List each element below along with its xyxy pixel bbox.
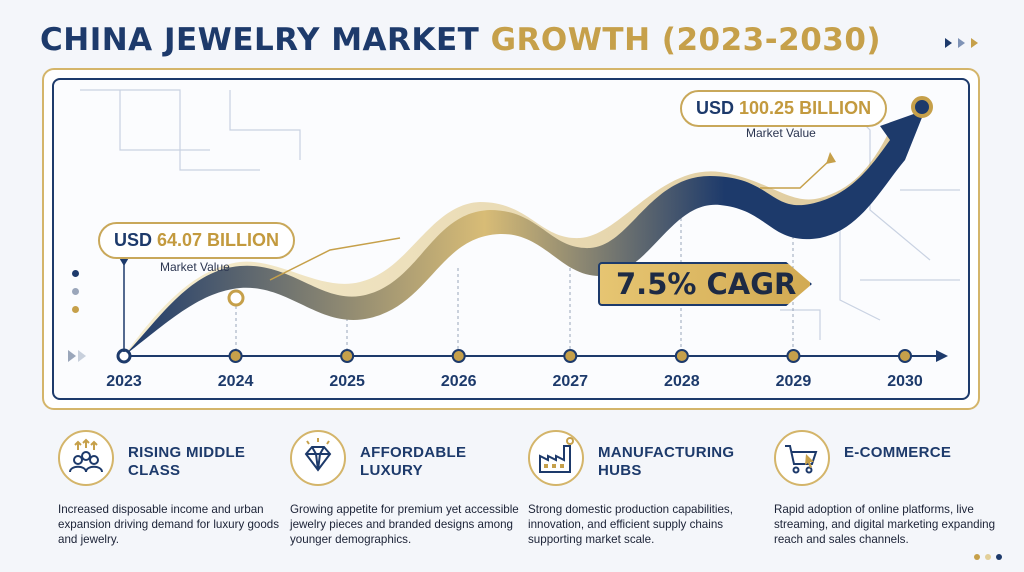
driver-text: Growing appetite for premium yet accessi… (290, 503, 519, 546)
driver-title: RISING MIDDLE CLASS (128, 444, 246, 479)
x-tick-label-2025: 2025 (329, 373, 365, 390)
factory-icon (528, 430, 584, 486)
end-sub-label: Market Value (746, 126, 816, 140)
side-dots-decoration (72, 270, 79, 313)
x-tick-label-2029: 2029 (776, 373, 812, 390)
x-tick-label-2027: 2027 (552, 373, 588, 390)
axis-start-arrow-icon-2 (78, 350, 86, 362)
start-prefix: USD (114, 230, 158, 250)
axis-tick-2029 (786, 349, 801, 363)
end-prefix: USD (696, 98, 740, 118)
x-tick-label-2026: 2026 (441, 373, 477, 390)
x-tick-label-2030: 2030 (887, 373, 923, 390)
axis-tick-2025 (340, 349, 355, 363)
page-title: CHINA JEWELRY MARKET GROWTH (2023-2030) (40, 22, 881, 58)
x-axis-arrow-icon (936, 350, 948, 362)
corner-arrows-icon (945, 38, 978, 48)
bottom-dots-decoration (974, 554, 1002, 560)
driver-title: E-COMMERCE (844, 444, 952, 461)
driver-text: Increased disposable income and urban ex… (58, 503, 280, 546)
title-part-1: CHINA JEWELRY MARKET (40, 22, 491, 58)
start-value-callout: USD 64.07 BILLION (98, 222, 296, 259)
start-leader-line (269, 237, 401, 281)
axis-tick-2027 (563, 349, 578, 363)
shopping-cart-icon (774, 430, 830, 486)
growth-ribbon (124, 110, 925, 356)
axis-tick-2030 (898, 349, 912, 363)
people-growth-icon (58, 430, 114, 486)
end-value-callout: USD 100.25 BILLION (680, 90, 888, 127)
axis-tick-2026 (451, 349, 466, 363)
start-point-marker (227, 289, 245, 307)
start-sub-label: Market Value (160, 260, 230, 274)
driver-text: Strong domestic production capabilities,… (528, 503, 733, 546)
end-leader-line (760, 159, 831, 189)
driver-title: AFFORDABLE LUXURY (360, 444, 467, 479)
axis-tick-2024 (228, 349, 243, 363)
x-tick-label-2028: 2028 (664, 373, 700, 390)
driver-text: Rapid adoption of online platforms, live… (774, 503, 996, 546)
end-point-marker (911, 96, 933, 118)
diamond-icon (290, 430, 346, 486)
end-leader-arrow-icon (826, 152, 836, 164)
x-tick-label-2023: 2023 (106, 373, 142, 390)
axis-start-arrow-icon (68, 350, 76, 362)
title-part-2: GROWTH (2023-2030) (490, 22, 882, 58)
start-value: 64.07 BILLION (157, 230, 280, 250)
x-tick-label-2024: 2024 (218, 373, 254, 390)
end-value: 100.25 BILLION (739, 98, 872, 118)
cagr-badge: 7.5% CAGR (598, 262, 812, 306)
driver-title: MANUFACTURING HUBS (598, 444, 735, 479)
axis-tick-2028 (674, 349, 689, 363)
